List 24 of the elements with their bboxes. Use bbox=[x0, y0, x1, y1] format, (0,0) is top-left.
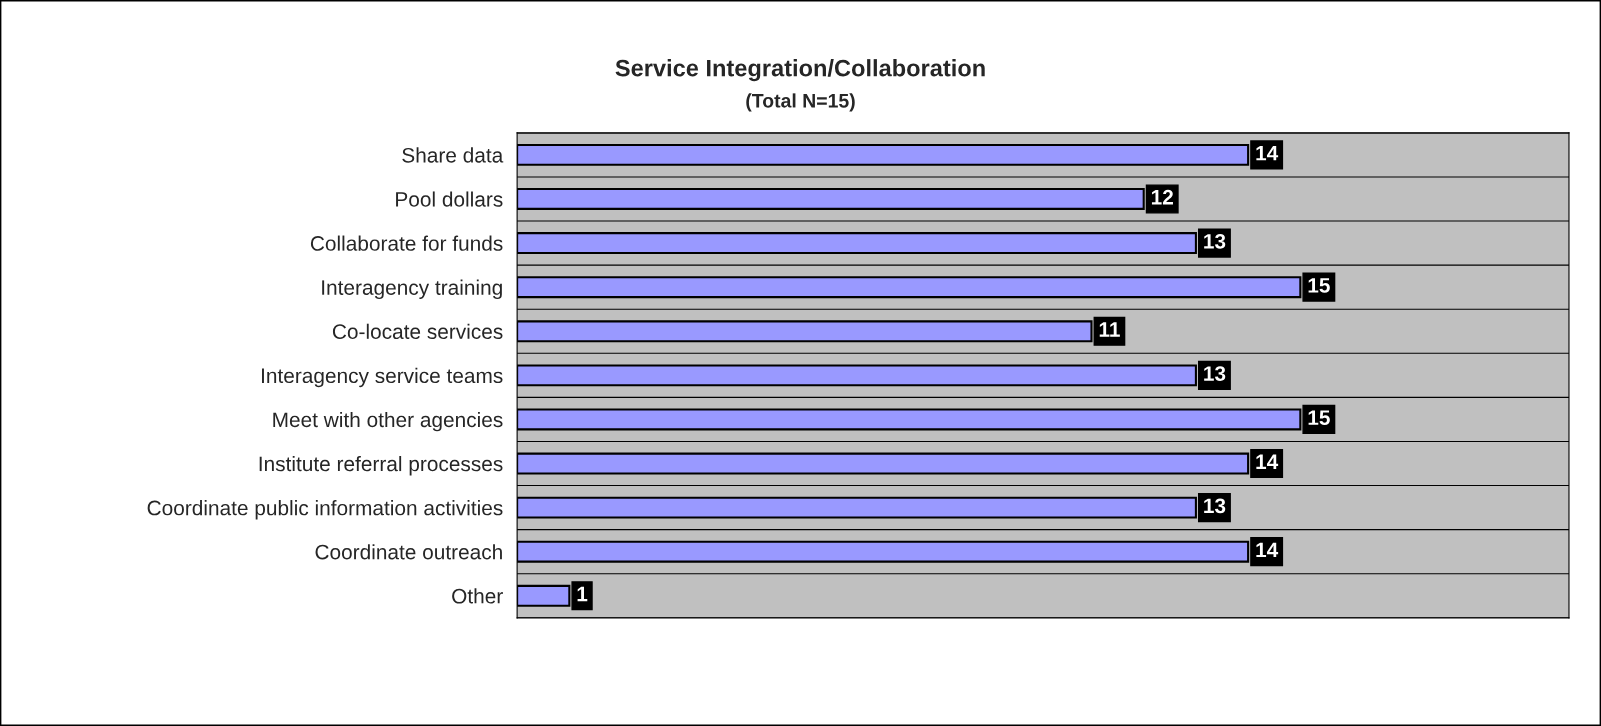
data-label: 11 bbox=[1099, 322, 1120, 337]
data-label: 14 bbox=[1256, 542, 1279, 558]
data-label: 1 bbox=[577, 586, 588, 602]
data-label: 14 bbox=[1256, 454, 1279, 469]
y-tick-label: Meet with other agencies bbox=[273, 411, 503, 432]
data-label: 13 bbox=[1204, 498, 1226, 514]
y-tick-label: Pool dollars bbox=[396, 191, 503, 207]
data-label: 13 bbox=[1204, 366, 1226, 381]
y-tick-label: Collaborate for funds bbox=[310, 235, 503, 251]
y-tick-label: Co-locate services bbox=[332, 323, 503, 340]
y-tick-label: Coordinate public information activities bbox=[147, 500, 503, 520]
y-tick-label: Interagency training bbox=[322, 279, 502, 300]
data-label: 12 bbox=[1151, 189, 1173, 205]
data-label: 14 bbox=[1256, 145, 1279, 161]
y-tick-label: Other bbox=[452, 588, 503, 604]
y-tick-label: Coordinate outreach bbox=[315, 544, 502, 560]
data-label: 13 bbox=[1204, 233, 1226, 249]
y-tick-label: Interagency service teams bbox=[262, 367, 503, 388]
y-tick-label: Share data bbox=[402, 147, 504, 163]
data-label: 15 bbox=[1308, 278, 1330, 293]
chart-subtitle: (Total N=15) bbox=[746, 93, 855, 112]
chart-title: Service Integration/Collaboration bbox=[615, 59, 985, 82]
y-tick-label: Institute referral processes bbox=[259, 455, 503, 476]
data-label: 15 bbox=[1308, 410, 1330, 426]
